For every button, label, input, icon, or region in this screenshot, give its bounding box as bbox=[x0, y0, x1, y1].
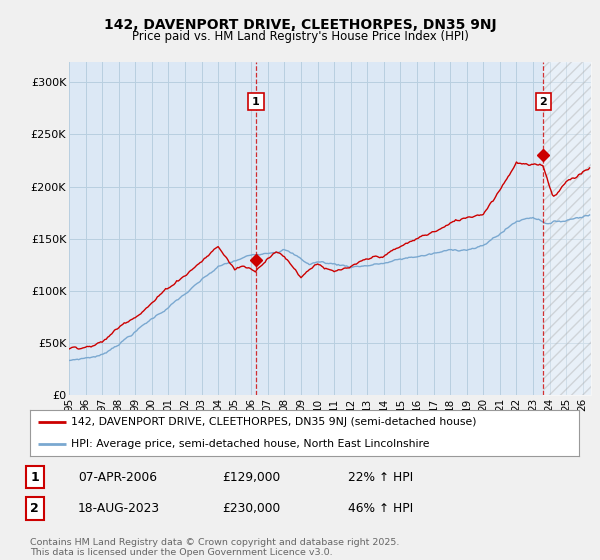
Text: 142, DAVENPORT DRIVE, CLEETHORPES, DN35 9NJ: 142, DAVENPORT DRIVE, CLEETHORPES, DN35 … bbox=[104, 18, 496, 32]
Text: Contains HM Land Registry data © Crown copyright and database right 2025.
This d: Contains HM Land Registry data © Crown c… bbox=[30, 538, 400, 557]
Text: £230,000: £230,000 bbox=[222, 502, 280, 515]
Text: 07-APR-2006: 07-APR-2006 bbox=[78, 470, 157, 484]
Text: 2: 2 bbox=[539, 96, 547, 106]
Text: 46% ↑ HPI: 46% ↑ HPI bbox=[348, 502, 413, 515]
Text: Price paid vs. HM Land Registry's House Price Index (HPI): Price paid vs. HM Land Registry's House … bbox=[131, 30, 469, 43]
Text: 1: 1 bbox=[252, 96, 260, 106]
Text: 142, DAVENPORT DRIVE, CLEETHORPES, DN35 9NJ (semi-detached house): 142, DAVENPORT DRIVE, CLEETHORPES, DN35 … bbox=[71, 417, 476, 427]
Text: 2: 2 bbox=[31, 502, 39, 515]
Bar bbox=[544, 62, 591, 395]
Text: 18-AUG-2023: 18-AUG-2023 bbox=[78, 502, 160, 515]
Text: 22% ↑ HPI: 22% ↑ HPI bbox=[348, 470, 413, 484]
Text: HPI: Average price, semi-detached house, North East Lincolnshire: HPI: Average price, semi-detached house,… bbox=[71, 439, 430, 449]
Text: 1: 1 bbox=[31, 470, 39, 484]
Text: £129,000: £129,000 bbox=[222, 470, 280, 484]
